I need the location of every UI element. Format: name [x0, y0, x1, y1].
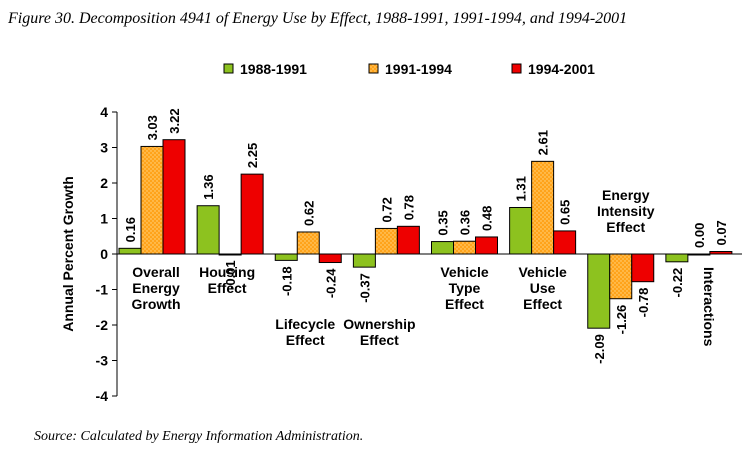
bar-1991-1994	[609, 253, 633, 300]
data-label: 3.03	[145, 115, 160, 140]
bar-1991-1994	[296, 231, 320, 255]
data-label: 0.78	[401, 195, 416, 220]
bar-1994-2001	[162, 139, 186, 255]
data-labels: 0.16 1.36 -0.18 -0.37 0.35 1.31 -2.09 -0.22 3.03…	[123, 108, 729, 363]
data-label: 0.35	[436, 210, 451, 235]
legend-swatch-1988-1991	[223, 63, 234, 74]
category-label: Ownership Effect	[343, 316, 415, 348]
data-label: 0.72	[379, 197, 394, 222]
legend-swatch-1994-2001	[511, 63, 522, 74]
y-tick-label: 2	[100, 175, 108, 191]
bar-1994-2001	[396, 225, 420, 255]
legend: 1988-1991 1991-1994 1994-2001	[223, 61, 595, 77]
bar-1994-2001	[318, 253, 342, 264]
data-label: 0.16	[123, 217, 138, 242]
bar-1988-1991	[431, 241, 454, 255]
data-label: -0.24	[323, 268, 338, 298]
y-tick-label: -4	[96, 388, 109, 404]
category-label: Vehicle Use Effect	[518, 264, 566, 312]
bar-1988-1991	[118, 247, 142, 255]
bar-1994-2001	[553, 230, 577, 255]
data-label: 1.36	[201, 174, 216, 199]
data-label: -0.18	[279, 266, 294, 296]
y-tick-label: 3	[100, 140, 108, 156]
bar-1991-1994	[140, 145, 164, 255]
data-label: 2.61	[536, 130, 551, 155]
data-label: -0.22	[670, 268, 685, 298]
data-label: -0.37	[357, 273, 372, 303]
source-note: Source: Calculated by Energy Information…	[34, 429, 364, 444]
data-label: 0.48	[480, 206, 495, 231]
y-tick-label: -2	[96, 317, 109, 333]
y-tick-label: 4	[100, 104, 108, 120]
data-label: 0.62	[301, 201, 316, 226]
bar-1991-1994	[453, 240, 476, 255]
y-tick-label: 1	[100, 211, 108, 227]
data-label: -1.26	[614, 305, 629, 335]
bar-1991-1994	[374, 227, 398, 255]
bar-1991-1994	[218, 253, 242, 256]
data-label: 0.36	[458, 210, 473, 235]
category-label: Energy Intensity Effect	[597, 187, 655, 235]
data-label: -2.09	[592, 334, 607, 364]
category-labels: Overall Energy Growth Housing Effect Lifecycl…	[132, 187, 717, 348]
bar-1988-1991	[509, 206, 533, 255]
data-label: 0.07	[714, 220, 729, 245]
bar-1988-1991	[196, 205, 220, 255]
data-label: -0.78	[636, 288, 651, 318]
legend-swatch-1991-1994	[368, 63, 379, 74]
category-label: Lifecycle Effect	[275, 316, 335, 348]
category-label: Housing Effect	[199, 264, 255, 296]
bar-1994-2001	[709, 251, 733, 255]
bar-1988-1991	[587, 253, 611, 329]
category-label: Overall Energy Growth	[132, 264, 181, 312]
bar-1994-2001	[475, 236, 498, 255]
bar-1988-1991	[352, 253, 376, 268]
data-label: 1.31	[514, 176, 529, 201]
bar-1994-2001	[631, 253, 655, 283]
bar-1988-1991	[274, 253, 298, 261]
y-tick-label: -3	[96, 353, 109, 369]
bar-1991-1994	[531, 160, 555, 255]
data-label: -0.01	[223, 260, 238, 290]
legend-label: 1988-1991	[240, 61, 307, 77]
data-label: 0.00	[692, 223, 707, 248]
data-label: 2.25	[245, 143, 260, 168]
category-label: Interactions	[701, 267, 717, 347]
y-tick-label: -1	[96, 282, 109, 298]
bar-1994-2001	[240, 173, 264, 255]
figure-title: Figure 30. Decomposition 4941 of Energy …	[8, 10, 628, 27]
y-tick-label: 0	[100, 246, 108, 262]
legend-label: 1991-1994	[385, 61, 452, 77]
bar-1991-1994	[687, 253, 711, 256]
category-label: Vehicle Type Effect	[440, 264, 488, 312]
y-axis-title: Annual Percent Growth	[60, 176, 76, 332]
data-label: 3.22	[167, 108, 182, 133]
bars	[118, 139, 733, 329]
bar-1988-1991	[665, 253, 689, 263]
legend-label: 1994-2001	[528, 61, 595, 77]
data-label: 0.65	[558, 200, 573, 225]
